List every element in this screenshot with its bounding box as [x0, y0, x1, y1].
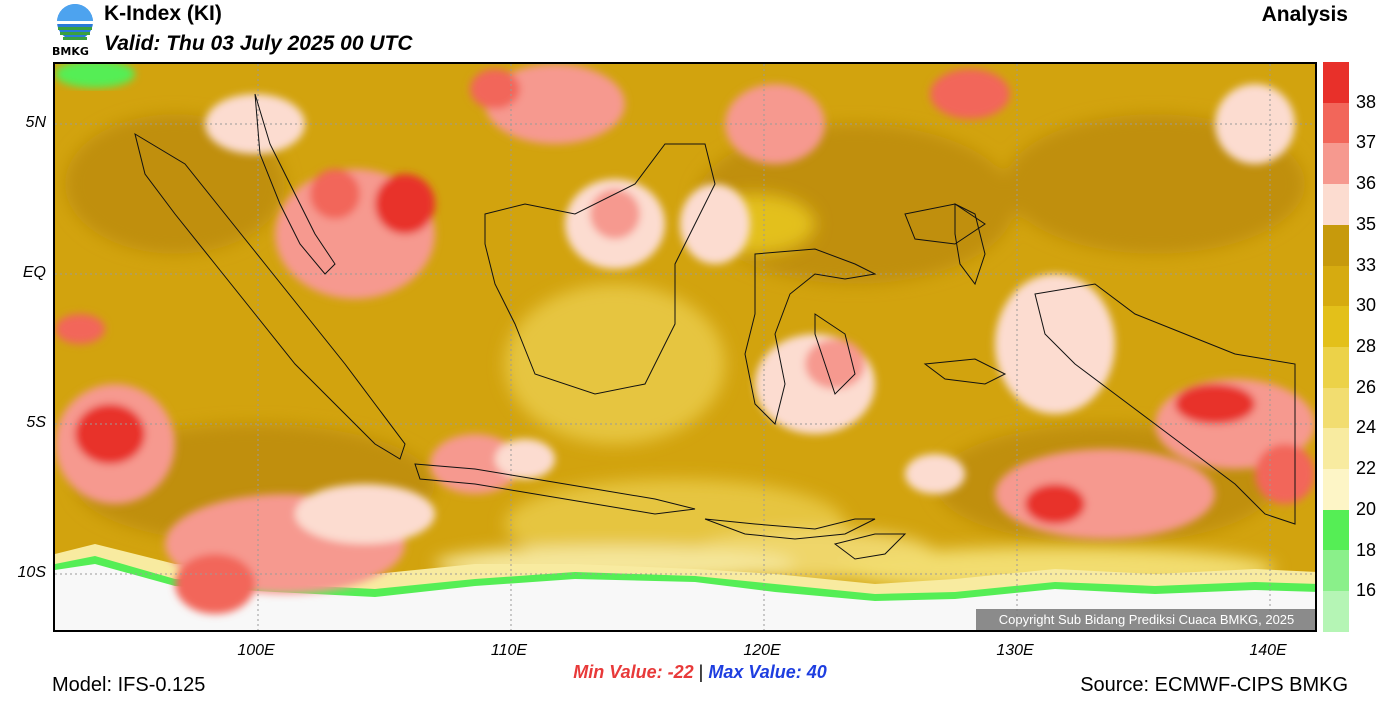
colorbar-segment: [1323, 428, 1349, 470]
lat-label-5s: 5S: [26, 414, 46, 431]
colorbar-label: 36: [1356, 173, 1377, 194]
colorbar-label: 24: [1356, 417, 1377, 438]
copyright-notice: Copyright Sub Bidang Prediksi Cuaca BMKG…: [976, 609, 1315, 630]
coastlines: [134, 93, 1296, 560]
min-max-separator: |: [698, 662, 704, 682]
colorbar: [1323, 62, 1349, 632]
colorbar-label: 16: [1356, 580, 1377, 601]
lat-label-5n: 5N: [25, 114, 46, 131]
colorbar-label: 26: [1356, 376, 1377, 397]
colorbar-segment: [1323, 346, 1349, 388]
colorbar-segment: [1323, 224, 1349, 266]
map-title: K-Index (KI): [104, 2, 222, 25]
lon-label-120e: 120E: [743, 642, 781, 659]
colorbar-segment: [1323, 469, 1349, 510]
colorbar-label: 37: [1356, 132, 1377, 153]
colorbar-segment: [1323, 184, 1349, 225]
min-max-values: Min Value: -22 | Max Value: 40: [0, 662, 1400, 683]
colorbar-segment: [1323, 102, 1349, 144]
valid-time: Valid: Thu 03 July 2025 00 UTC: [104, 32, 413, 55]
max-value: Max Value: 40: [708, 662, 827, 682]
colorbar-segment: [1323, 62, 1349, 103]
colorbar-segment: [1323, 143, 1349, 185]
model-label: Model: IFS-0.125: [52, 674, 206, 696]
colorbar-segment: [1323, 265, 1349, 307]
lon-label-110e: 110E: [490, 642, 528, 659]
lon-label-130e: 130E: [996, 642, 1034, 659]
colorbar-segment: [1323, 387, 1349, 429]
colorbar-label: 38: [1356, 91, 1377, 112]
k-index-map: Copyright Sub Bidang Prediksi Cuaca BMKG…: [53, 62, 1317, 632]
source-label: Source: ECMWF-CIPS BMKG: [1080, 674, 1348, 696]
colorbar-label: 18: [1356, 539, 1377, 560]
bmkg-logo-icon: [57, 4, 93, 40]
lon-label-100e: 100E: [237, 642, 275, 659]
min-value: Min Value: -22: [573, 662, 694, 682]
lat-label-10s: 10S: [17, 564, 46, 581]
colorbar-segment: [1323, 550, 1349, 592]
lon-label-140e: 140E: [1249, 642, 1287, 659]
colorbar-label: 35: [1356, 213, 1377, 234]
colorbar-segment: [1323, 509, 1349, 551]
logo-text: BMKG: [52, 45, 89, 58]
colorbar-segment: [1323, 591, 1349, 632]
lat-label-eq: EQ: [22, 264, 46, 281]
colorbar-label: 20: [1356, 498, 1377, 519]
colorbar-segment: [1323, 306, 1349, 347]
analysis-label: Analysis: [1261, 3, 1348, 26]
colorbar-label: 30: [1356, 295, 1377, 316]
colorbar-label: 33: [1356, 254, 1377, 275]
map-canvas: [55, 64, 1315, 630]
graticule: [55, 64, 1315, 630]
colorbar-label: 22: [1356, 458, 1377, 479]
green-spot-nw: [55, 64, 135, 88]
colorbar-label: 28: [1356, 336, 1377, 356]
